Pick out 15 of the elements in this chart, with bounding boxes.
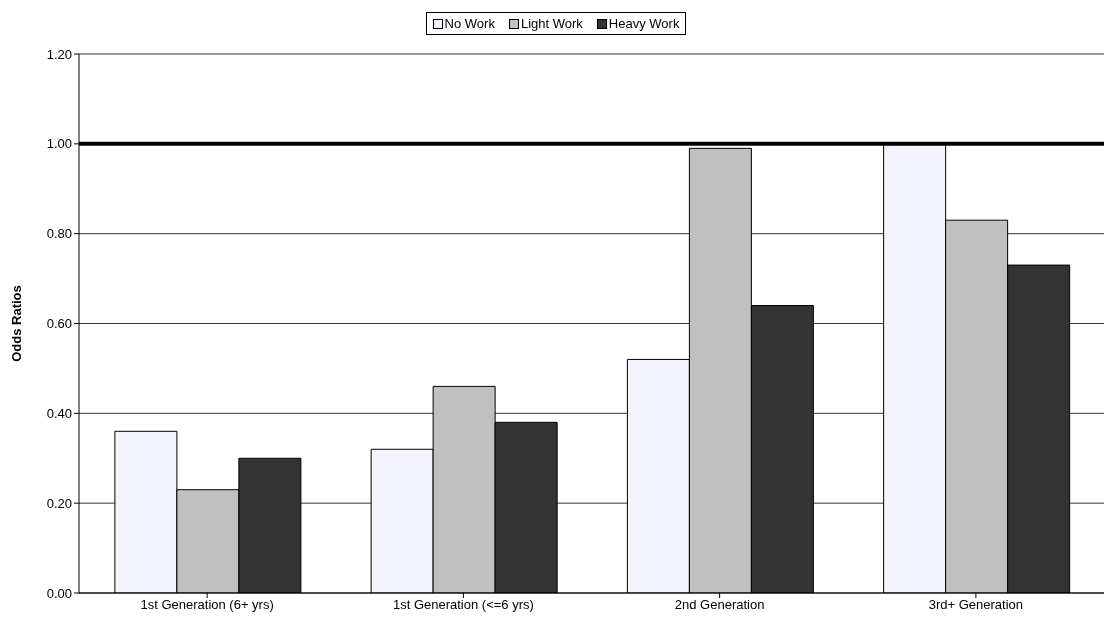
y-tick-label: 0.20: [46, 495, 72, 511]
y-tick-label: 1.20: [46, 46, 72, 62]
y-tick-label: 1.00: [46, 136, 72, 152]
y-tick-label: 0.80: [46, 226, 72, 242]
y-tick-label: 0.60: [46, 316, 72, 332]
x-tick-label: 2nd Generation: [674, 597, 765, 613]
x-tick-label: 1st Generation (<=6 yrs): [392, 597, 534, 613]
legend-label: No Work: [444, 16, 495, 31]
y-tick-label: 0.00: [46, 585, 72, 601]
legend-label: Light Work: [520, 16, 583, 31]
y-axis-title: Odds Ratios: [8, 285, 24, 362]
legend-label: Heavy Work: [608, 16, 680, 31]
x-tick-label: 3rd+ Generation: [928, 597, 1024, 613]
y-tick-label: 0.40: [46, 405, 72, 421]
x-tick-label: 1st Generation (6+ yrs): [140, 597, 274, 613]
